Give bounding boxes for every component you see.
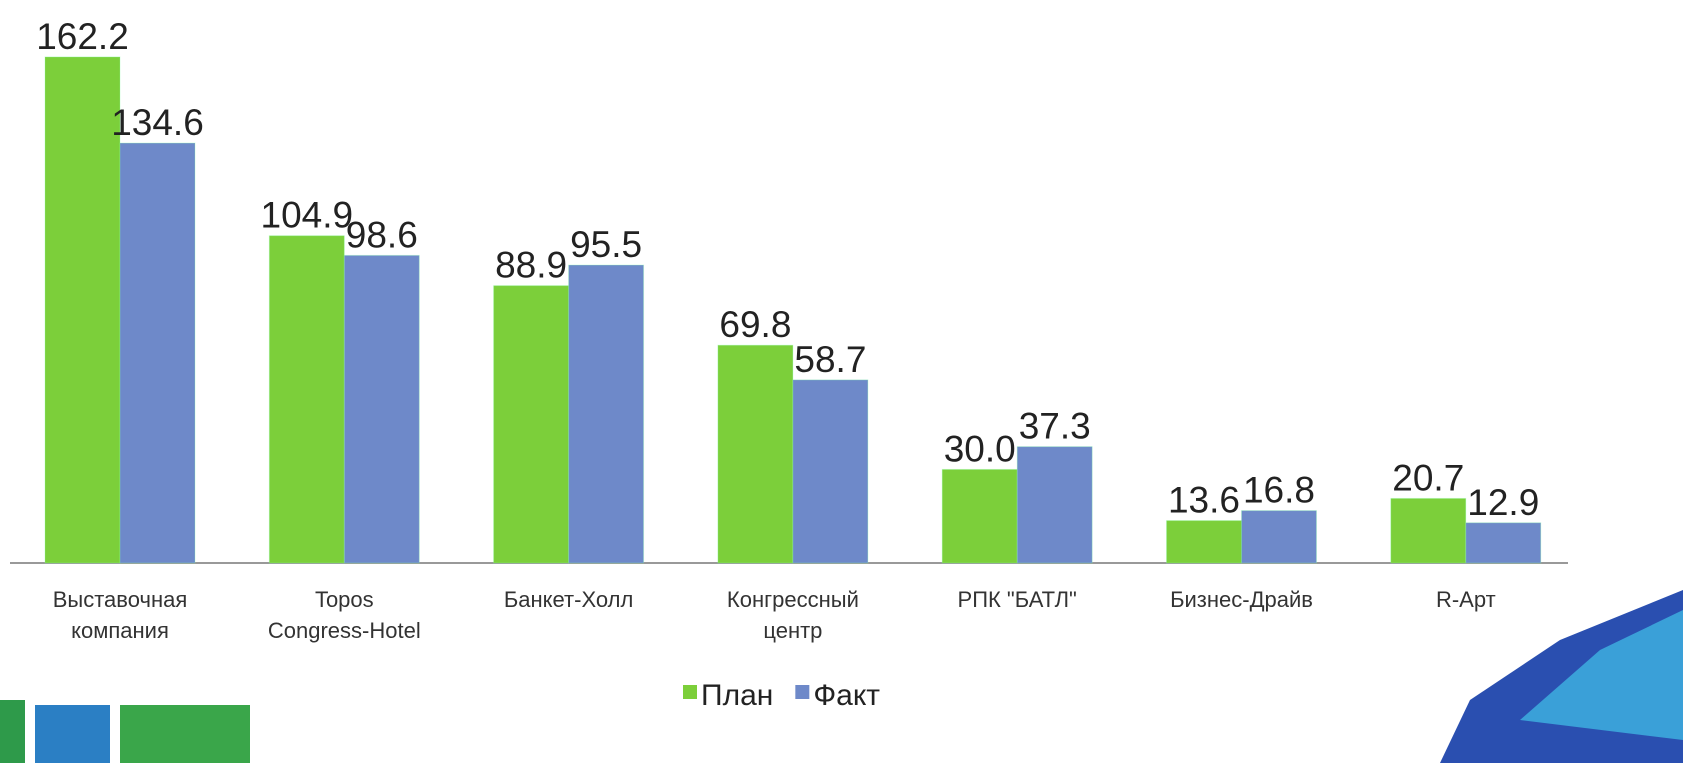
decoration	[1520, 610, 1683, 740]
value-label: 98.6	[346, 214, 418, 255]
x-tick-label: Выставочная компания	[53, 587, 188, 643]
x-tick-label: Банкет-Холл	[504, 587, 633, 612]
value-label: 37.3	[1019, 406, 1091, 447]
value-label: 134.6	[111, 102, 204, 143]
bar	[792, 379, 869, 564]
bar	[568, 264, 645, 564]
legend-label: Факт	[813, 679, 880, 712]
legend-swatch	[795, 685, 810, 699]
value-label: 13.6	[1168, 480, 1240, 521]
bar	[493, 285, 570, 564]
legend-label: План	[701, 679, 773, 712]
bar	[268, 235, 345, 564]
value-label: 58.7	[794, 339, 866, 380]
value-label: 95.5	[570, 224, 642, 265]
bar	[119, 142, 196, 564]
x-tick-label: РПК "БАТЛ"	[958, 587, 1077, 612]
value-label: 104.9	[261, 195, 354, 236]
bar	[1016, 446, 1093, 564]
bar	[343, 254, 420, 564]
legend-swatch	[683, 685, 697, 699]
x-tick-label: Бизнес-Драйв	[1170, 587, 1313, 612]
value-label: 20.7	[1392, 457, 1464, 498]
decoration	[0, 700, 25, 763]
x-tick-label: Topos Congress-Hotel	[268, 587, 421, 643]
value-label: 30.0	[944, 428, 1016, 469]
bar	[717, 344, 794, 564]
bar	[941, 468, 1018, 564]
value-label: 12.9	[1467, 482, 1539, 523]
bar	[44, 56, 121, 564]
bar	[1241, 510, 1317, 564]
bar	[1390, 497, 1467, 564]
value-label: 16.8	[1243, 470, 1315, 511]
bar	[1465, 522, 1542, 564]
x-tick-label: R-Арт	[1436, 587, 1496, 612]
value-label: 162.2	[36, 16, 129, 57]
x-tick-label: Конгрессный центр	[727, 587, 859, 643]
decoration	[120, 705, 250, 763]
value-label: 88.9	[495, 245, 567, 286]
decoration	[35, 705, 110, 763]
bar	[1166, 520, 1242, 564]
value-label: 69.8	[719, 304, 791, 345]
